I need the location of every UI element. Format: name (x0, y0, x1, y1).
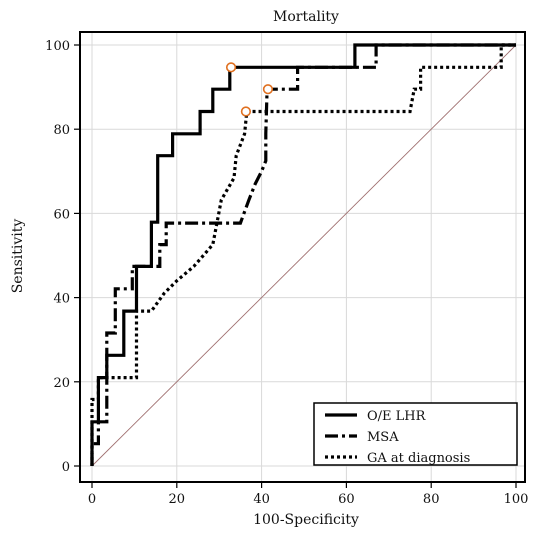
series-line-ga-at-diagnosis (90, 43, 516, 466)
optimal-cutoff-marker (240, 106, 252, 117)
series-line-msa (90, 43, 516, 466)
x-axis-label: 100-Specificity (253, 512, 359, 528)
x-tick-label: 0 (88, 492, 96, 507)
chart-title: Mortality (273, 9, 339, 25)
y-tick-label: 0 (62, 460, 70, 475)
marker-layer (225, 62, 274, 117)
x-tick-label: 80 (423, 492, 440, 507)
x-tick-label: 60 (338, 492, 355, 507)
x-tick-label: 100 (504, 492, 529, 507)
series-layer (90, 43, 516, 466)
diagonal-reference-line (91, 44, 517, 467)
y-axis-label: Sensitivity (10, 219, 26, 294)
optimal-cutoff-marker (225, 62, 237, 73)
x-tick-label: 20 (169, 492, 186, 507)
legend-label: O/E LHR (367, 409, 427, 424)
x-tick-label: 40 (253, 492, 270, 507)
legend: O/E LHR MSA GA at diagnosis (313, 402, 518, 466)
y-tick-label: 60 (53, 207, 70, 222)
y-tick-label: 100 (45, 39, 70, 54)
legend-box (313, 402, 518, 466)
y-tick-label: 80 (53, 123, 70, 138)
y-tick-label: 40 (53, 292, 70, 307)
plot-frame (79, 31, 526, 483)
optimal-cutoff-marker (262, 84, 274, 95)
legend-label: MSA (367, 430, 399, 445)
y-tick-label: 20 (53, 376, 70, 391)
legend-label: GA at diagnosis (367, 451, 470, 466)
axes: 0 20 40 60 80 100 0 20 40 60 80 100 (45, 39, 528, 507)
